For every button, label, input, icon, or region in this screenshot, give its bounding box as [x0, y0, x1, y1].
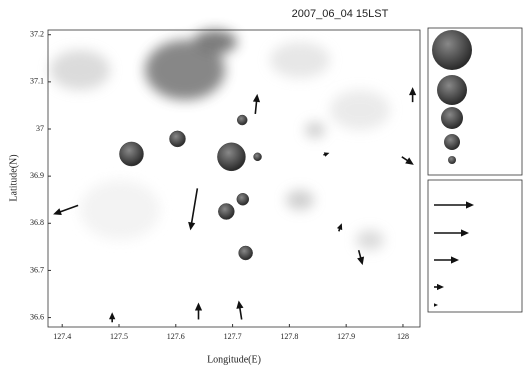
bubble [119, 142, 143, 166]
y-tick-label: 36.7 [30, 265, 44, 274]
legend-bubble [448, 156, 456, 164]
wind-vector [53, 205, 78, 215]
bubble [217, 143, 245, 171]
x-tick-label: 127.6 [167, 332, 185, 341]
arrow-head [236, 300, 243, 308]
legend-bubble [437, 75, 467, 105]
arrow-shaft [59, 205, 78, 212]
y-tick-label: 37 [36, 124, 44, 133]
wind-vector [236, 300, 243, 319]
wind-vector [402, 157, 414, 165]
vector-legend-box [428, 180, 522, 312]
wind-vector [188, 188, 197, 230]
arrow-shaft [255, 100, 256, 114]
arrow-head [324, 152, 330, 156]
arrow-head [405, 157, 414, 164]
bubble [239, 246, 253, 260]
x-tick-label: 127.8 [280, 332, 298, 341]
arrow-head [53, 208, 62, 215]
x-tick-label: 127.7 [224, 332, 242, 341]
arrow-shaft [240, 307, 242, 320]
x-tick-label: 127.4 [53, 332, 71, 341]
wind-vector [253, 94, 260, 114]
arrow-head [195, 302, 202, 310]
x-tick-label: 127.9 [337, 332, 355, 341]
x-tick-label: 127.5 [110, 332, 128, 341]
wind-vector [323, 152, 329, 156]
wind-vector [409, 87, 416, 102]
arrow-head [337, 223, 342, 230]
arrow-head [109, 312, 115, 319]
arrow-head [409, 87, 416, 95]
bubble [237, 115, 247, 125]
bubble [218, 204, 234, 220]
terrain-shading [50, 30, 390, 250]
y-tick-label: 36.8 [30, 218, 44, 227]
wind-vector [337, 223, 342, 231]
wind-vector [109, 312, 115, 322]
bubble [237, 193, 249, 205]
legend-bubble [432, 30, 472, 70]
y-tick-label: 36.9 [30, 171, 44, 180]
y-axis-label: Latitude(N) [8, 154, 19, 201]
bubble [254, 153, 262, 161]
y-tick-label: 37.2 [30, 30, 44, 39]
bubble [169, 131, 185, 147]
wind-vector [357, 250, 364, 265]
chart-title: 2007_06_04 15LST [292, 8, 389, 20]
x-tick-label: 128 [397, 332, 409, 341]
y-tick-label: 36.6 [30, 312, 44, 321]
chart: 2007_06_04 15LST Longitude(E) Latitude(N… [0, 0, 528, 370]
arrow-head [357, 256, 364, 265]
arrow-shaft [191, 188, 197, 224]
wind-vector [195, 302, 202, 319]
arrow-head [253, 94, 260, 102]
legend-bubble [441, 107, 463, 129]
legend-bubble [444, 134, 460, 150]
y-tick-label: 37.1 [30, 77, 44, 86]
x-axis-label: Longitude(E) [207, 354, 261, 365]
arrow-head [188, 222, 195, 230]
